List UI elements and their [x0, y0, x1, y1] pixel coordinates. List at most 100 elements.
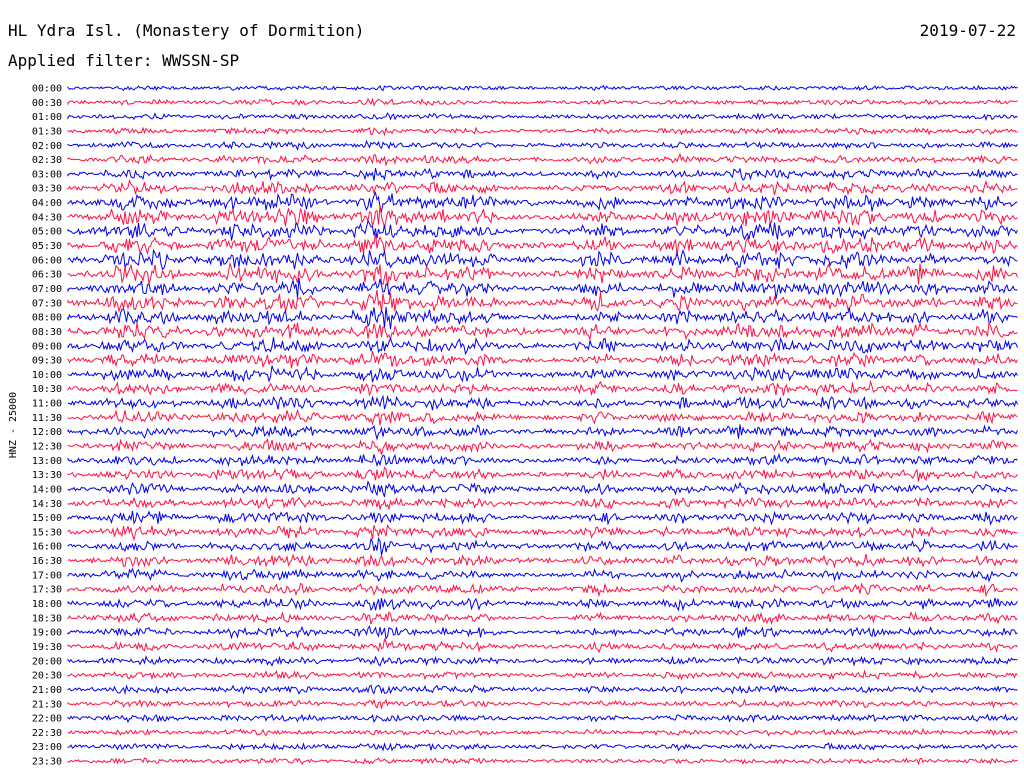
trace-row	[67, 452, 1018, 468]
trace-row	[67, 466, 1018, 482]
trace-row	[67, 625, 1018, 641]
time-tick-label: 20:00	[32, 656, 62, 667]
time-tick-label: 15:30	[32, 527, 62, 538]
time-tick-label: 16:00	[32, 542, 62, 553]
trace-row	[67, 126, 1018, 137]
time-tick-label: 22:30	[32, 728, 62, 739]
trace-row	[67, 337, 1018, 356]
trace-row	[67, 757, 1018, 766]
time-tick-label: 20:30	[32, 671, 62, 682]
trace-row	[67, 424, 1018, 441]
trace-row	[67, 379, 1018, 397]
trace-row	[67, 553, 1018, 569]
trace-row	[67, 306, 1018, 330]
trace-row	[67, 523, 1018, 542]
time-tick-label: 16:30	[32, 556, 62, 567]
time-tick-label: 04:00	[32, 198, 62, 209]
trace-row	[67, 365, 1018, 383]
trace-row	[67, 684, 1018, 695]
time-tick-label: 09:00	[32, 341, 62, 352]
time-tick-label: 06:00	[32, 255, 62, 266]
trace-row	[67, 321, 1018, 342]
time-tick-label: 06:30	[32, 270, 62, 281]
time-tick-label: 19:00	[32, 628, 62, 639]
trace-row	[67, 394, 1018, 411]
station-title: HL Ydra Isl. (Monastery of Dormition)	[8, 21, 365, 40]
filter-label: Applied filter: WWSSN-SP	[8, 51, 240, 70]
time-tick-label: 13:00	[32, 456, 62, 467]
time-tick-label: 10:30	[32, 384, 62, 395]
time-tick-label: 14:30	[32, 499, 62, 510]
trace-row	[67, 112, 1018, 122]
time-tick-label: 03:30	[32, 184, 62, 195]
trace-row	[67, 289, 1018, 314]
time-tick-label: 05:30	[32, 241, 62, 252]
trace-row	[67, 669, 1018, 681]
trace-row	[67, 567, 1018, 583]
trace-row	[67, 597, 1018, 612]
trace-row	[67, 84, 1018, 92]
trace-row	[67, 698, 1018, 710]
trace-row	[67, 191, 1018, 214]
trace-row	[67, 178, 1018, 196]
time-tick-label: 18:00	[32, 599, 62, 610]
time-tick-label: 08:00	[32, 313, 62, 324]
time-tick-label: 22:00	[32, 714, 62, 725]
time-tick-label: 14:00	[32, 484, 62, 495]
trace-row	[67, 480, 1018, 498]
trace-row	[67, 167, 1018, 181]
time-tick-label: 00:30	[32, 98, 62, 109]
time-tick-label: 10:00	[32, 370, 62, 381]
trace-row	[67, 219, 1018, 241]
time-tick-label: 09:30	[32, 356, 62, 367]
time-tick-label: 01:00	[32, 112, 62, 123]
trace-row	[67, 278, 1018, 299]
time-tick-label: 04:30	[32, 212, 62, 223]
trace-row	[67, 537, 1018, 556]
trace-row	[67, 582, 1018, 598]
time-tick-label: 21:30	[32, 699, 62, 710]
time-tick-label: 13:30	[32, 470, 62, 481]
y-axis-label: HNZ - 25000	[8, 392, 19, 458]
trace-row	[67, 248, 1018, 271]
trace-row	[67, 261, 1018, 287]
time-tick-label: 02:30	[32, 155, 62, 166]
time-tick-label: 07:00	[32, 284, 62, 295]
trace-row	[67, 510, 1018, 526]
time-tick-label: 15:00	[32, 513, 62, 524]
date-label: 2019-07-22	[919, 21, 1016, 40]
time-tick-label: 18:30	[32, 613, 62, 624]
time-tick-label: 03:00	[32, 169, 62, 180]
trace-group	[67, 84, 1018, 766]
trace-row	[67, 610, 1018, 626]
time-tick-label: 05:00	[32, 227, 62, 238]
time-tick-label: 17:00	[32, 570, 62, 581]
trace-row	[67, 351, 1018, 369]
time-tick-label: 12:30	[32, 442, 62, 453]
time-tick-label: 23:30	[32, 757, 62, 768]
time-tick-label: 21:00	[32, 685, 62, 696]
trace-row	[67, 713, 1018, 724]
time-tick-label: 00:00	[32, 84, 62, 95]
trace-row	[67, 205, 1018, 228]
trace-row	[67, 496, 1018, 511]
trace-row	[67, 139, 1018, 152]
trace-row	[67, 637, 1018, 654]
trace-row	[67, 408, 1018, 426]
time-tick-label: 17:30	[32, 585, 62, 596]
trace-row	[67, 742, 1018, 752]
trace-row	[67, 232, 1018, 256]
trace-row	[67, 655, 1018, 667]
trace-row	[67, 727, 1018, 737]
time-tick-label: 02:00	[32, 141, 62, 152]
trace-row	[67, 152, 1018, 167]
time-tick-group: 00:00 00:30 01:00 01:30 02:00 02:30 03:00 03:30…	[32, 84, 62, 768]
trace-row	[67, 437, 1018, 455]
time-tick-label: 19:30	[32, 642, 62, 653]
time-tick-label: 23:00	[32, 742, 62, 753]
time-tick-label: 07:30	[32, 298, 62, 309]
trace-row	[67, 97, 1018, 107]
time-tick-label: 11:30	[32, 413, 62, 424]
time-tick-label: 11:00	[32, 399, 62, 410]
